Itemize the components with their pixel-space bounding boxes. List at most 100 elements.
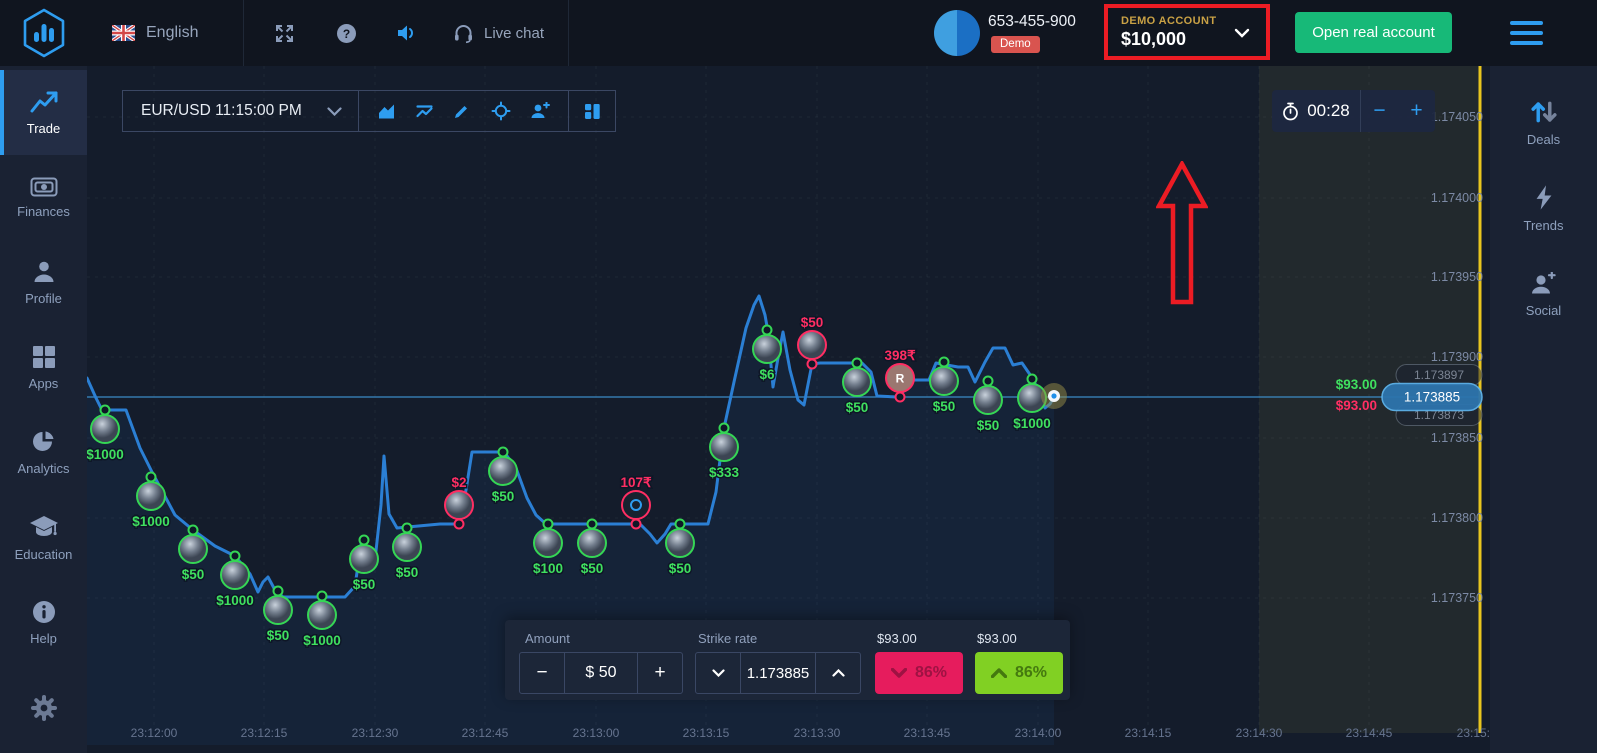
marker-amount-label: $50 [977,418,1000,433]
trader-avatar [136,481,166,511]
trade-marker-up[interactable]: $50 [665,518,695,578]
help-button[interactable]: ? [336,0,357,66]
sidebar-item-trends[interactable]: Trends [1490,166,1597,251]
trade-marker-up[interactable]: $50 [392,522,422,582]
trade-marker-up[interactable]: $50 [349,534,379,594]
question-icon: ? [337,23,356,43]
headset-icon [455,24,472,43]
trade-marker-up[interactable]: $1000 [215,550,255,610]
divider [568,0,569,66]
trade-marker-up[interactable]: $50 [488,446,518,506]
sidebar-item-trade[interactable]: Trade [0,70,87,155]
add-user-icon [1532,271,1556,293]
pie-icon [33,431,54,451]
time-axis-label: 23:12:00 [131,726,178,740]
trade-down-button[interactable]: 86% [875,652,963,694]
hamburger-icon [1510,21,1543,25]
stopwatch-icon [1283,102,1299,120]
marker-amount-label: $1000 [1013,416,1051,431]
trader-avatar [709,432,739,462]
amount-value[interactable]: $ 50 [564,653,638,693]
gear-icon [30,694,57,721]
asset-selector[interactable]: EUR/USD 11:15:00 PM [123,91,359,131]
account-switcher[interactable]: DEMO ACCOUNT $10,000 [1107,6,1268,59]
marker-amount-label: $1000 [216,593,254,608]
arrows-updown-icon [1530,101,1557,122]
pencil-icon[interactable] [453,102,471,120]
marker-pin [542,518,554,530]
amount-decrease-button[interactable]: − [536,662,548,683]
strike-decrease-button[interactable] [696,653,740,693]
sidebar-item-analytics[interactable]: Analytics [0,410,87,495]
time-axis-label: 23:13:00 [573,726,620,740]
open-real-account-button[interactable]: Open real account [1295,12,1452,53]
price-axis-label: 1.174000 [1431,191,1483,205]
timer-decrease-button[interactable]: − [1373,99,1386,122]
trade-marker-up[interactable]: $333 [707,422,741,482]
expiry-timer: 00:28 − + [1272,90,1435,132]
layout-icon[interactable] [584,103,601,120]
marker-pin [99,404,111,416]
trade-marker-up[interactable]: $50 [178,524,208,584]
sidebar-item-social[interactable]: Social [1490,252,1597,337]
account-id: 653-455-900 [988,13,1076,30]
trade-marker-up[interactable]: $1000 [87,404,125,464]
trade-marker-down[interactable]: $2 [444,474,474,530]
layout-cell [569,91,615,131]
crosshair-icon[interactable] [491,101,511,121]
live-chat-button[interactable]: Live chat [453,0,544,66]
sidebar-item-apps[interactable]: Apps [0,325,87,410]
trader-avatar [178,534,208,564]
trade-marker-down[interactable]: R 398₹ [883,347,917,403]
price-axis-label: 1.173850 [1431,431,1483,445]
timer-increase-button[interactable]: + [1410,99,1423,122]
trade-marker-up[interactable]: $50 [577,518,607,578]
marker-pin [761,324,773,336]
sidebar-item-label: Trends [1523,218,1564,233]
sidebar-item-education[interactable]: Education [0,495,87,580]
user-avatar[interactable] [934,10,980,56]
chart-tools [359,91,569,131]
trade-marker-up[interactable]: $50 [929,356,959,416]
strike-stepper: 1.173885 [695,652,861,694]
trader-avatar [444,490,474,520]
sidebar-item-profile[interactable]: Profile [0,240,87,325]
menu-button[interactable] [1510,21,1543,45]
amount-increase-button[interactable]: + [654,662,666,683]
line-chart-icon[interactable] [415,102,434,120]
brand-logo[interactable] [0,0,87,66]
marker-pin [272,585,284,597]
sidebar-item-deals[interactable]: Deals [1490,80,1597,165]
time-axis-label: 23:12:30 [352,726,399,740]
trade-marker-up[interactable]: $50 [973,375,1003,435]
sidebar-item-settings[interactable] [0,665,87,750]
trade-marker-up[interactable]: $100 [531,518,565,578]
trade-marker-down[interactable]: $50 [797,314,827,370]
trade-up-button[interactable]: 86% [975,652,1063,694]
marker-amount-label: $50 [933,399,956,414]
sidebar-item-finances[interactable]: Finances [0,155,87,240]
banknote-icon [30,177,57,196]
language-selector[interactable]: English [112,0,198,66]
trade-marker-up[interactable]: $50 [842,357,872,417]
uk-flag-icon [112,25,135,41]
marker-pin [497,446,509,458]
time-axis-label: 23:12:45 [462,726,509,740]
strike-increase-button[interactable] [816,653,860,693]
trade-marker-up[interactable]: $1000 [131,471,171,531]
strike-value[interactable]: 1.173885 [740,653,816,693]
trade-marker-up[interactable]: $1000 [302,590,342,650]
add-user-icon[interactable] [530,102,551,120]
trade-marker-up[interactable]: $6 [752,324,782,384]
sound-button[interactable] [396,0,418,66]
trade-marker-up[interactable]: $50 [263,585,293,645]
fullscreen-button[interactable] [274,0,295,66]
trader-avatar [90,414,120,444]
time-axis-label: 23:13:45 [904,726,951,740]
sidebar-item-help[interactable]: Help [0,580,87,665]
sidebar-item-label: Social [1525,302,1562,318]
marker-pin [1026,373,1038,385]
area-chart-icon[interactable] [377,102,396,120]
trader-avatar [797,330,827,360]
trade-marker-down[interactable]: 107₹ [619,474,653,530]
